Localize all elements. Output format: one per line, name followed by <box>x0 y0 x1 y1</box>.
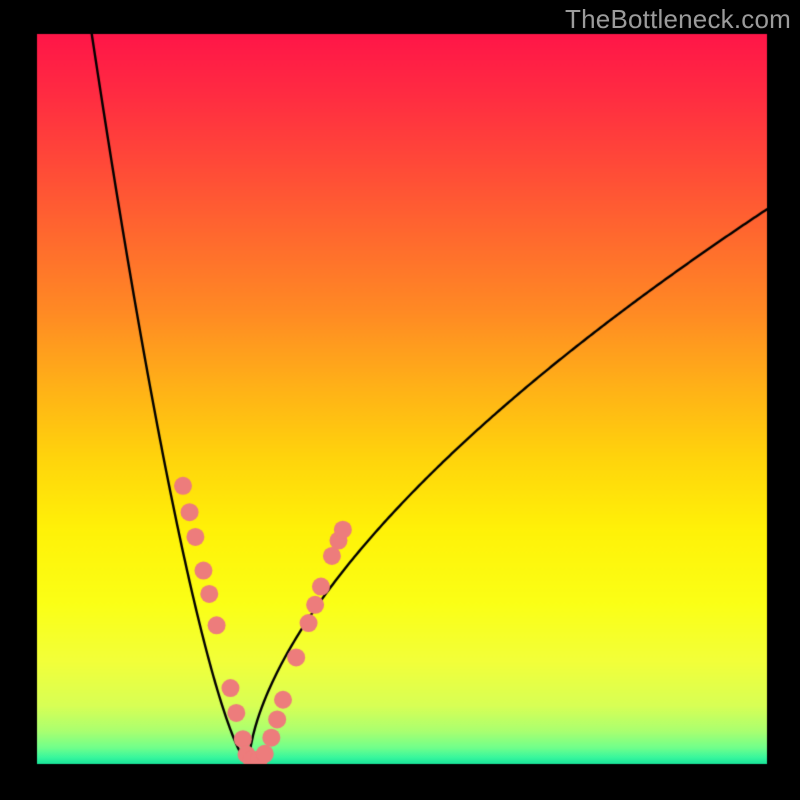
chart-stage: TheBottleneck.com <box>0 0 800 800</box>
bottleneck-chart-canvas <box>0 0 800 800</box>
watermark-label: TheBottleneck.com <box>565 4 791 35</box>
